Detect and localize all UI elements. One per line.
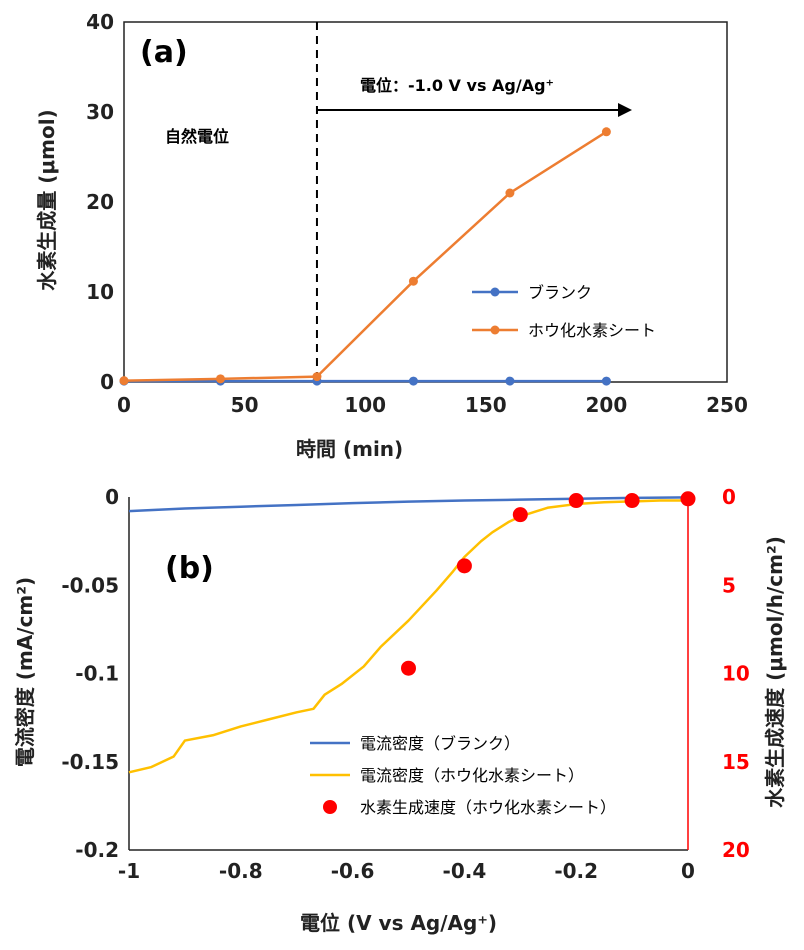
a-data-point [408,376,418,386]
panel-a-region2-label: 電位：-1.0 V vs Ag/Ag⁺ [360,76,554,95]
b-x-tick-label: 0 [681,859,695,883]
panel-a-legend: ブランク ホウ化水素シート [472,283,656,340]
legend-blank-marker [490,287,500,297]
b-x-tick-label: -1 [118,859,140,883]
b-series-line-1 [128,499,688,774]
legend-item-rate: 水素生成速度（ホウ化水素シート） [323,798,616,817]
legend-current-blank-label: 電流密度（ブランク） [360,734,520,753]
panel-b-x-axis-title: 電位 (V vs Ag/Ag⁺) [300,911,497,935]
legend-rate-marker [323,800,337,814]
a-y-tick-label: 0 [100,370,114,394]
a-data-point [408,276,418,286]
panel-b-label: (b) [165,551,214,586]
a-y-tick-label: 20 [86,190,114,214]
a-x-tick-label: 100 [344,393,386,417]
panel-a-arrow-head [618,103,632,117]
a-x-tick-label: 150 [465,393,507,417]
panel-b-series [128,491,696,774]
a-data-point [505,188,515,198]
panel-a-chart: 0 10 20 30 40 0 50 100 150 200 250 (a) 自然電位 電位：-1… [35,10,748,461]
panel-b-right-axis-title: 水素生成速度 (μmol/h/cm²) [763,536,787,808]
b-x-tick-label: -0.6 [331,859,375,883]
legend-item-current-blank: 電流密度（ブランク） [310,734,520,753]
b-y-tick-label: -0.1 [75,662,119,686]
a-y-tick-label: 10 [86,280,114,304]
panel-a-x-axis-title: 時間 (min) [296,437,403,461]
b-y-tick-label: -0.05 [61,573,119,597]
panel-b-legend: 電流密度（ブランク） 電流密度（ホウ化水素シート） 水素生成速度（ホウ化水素シー… [310,734,616,817]
a-data-point [119,376,129,386]
b-series-line-0 [128,496,689,513]
legend-boride-label: ホウ化水素シート [528,321,656,340]
b-y2-tick-label: 5 [722,573,736,597]
a-data-point [505,376,515,386]
legend-item-blank: ブランク [472,283,592,302]
legend-item-boride: ホウ化水素シート [472,321,656,340]
panel-b-left-ticks: 0 -0.05 -0.1 -0.15 -0.2 [61,485,119,862]
legend-blank-label: ブランク [528,283,592,302]
panel-a-region1-label: 自然電位 [165,127,229,146]
a-x-tick-label: 50 [231,393,259,417]
panel-b-right-ticks: 0 5 10 15 20 [722,485,750,862]
panel-a-x-ticks: 0 50 100 150 200 250 [117,393,748,417]
a-x-tick-label: 200 [586,393,628,417]
panel-a-label: (a) [140,35,188,70]
b-y2-tick-label: 15 [722,750,750,774]
b-rate-point [568,493,584,509]
a-data-point [312,372,322,382]
a-y-tick-label: 40 [86,10,114,34]
panel-a-arrow [316,103,632,117]
b-x-tick-label: -0.8 [219,859,263,883]
a-x-tick-label: 250 [706,393,748,417]
b-rate-point [680,491,696,507]
legend-current-boride-label: 電流密度（ホウ化水素シート） [360,766,584,785]
b-y-tick-label: 0 [105,485,119,509]
panel-a-series [119,127,611,386]
panel-b-x-ticks: -1 -0.8 -0.6 -0.4 -0.2 0 [118,859,695,883]
b-y-tick-label: -0.2 [75,838,119,862]
b-x-tick-label: -0.4 [443,859,487,883]
b-rate-point [624,493,640,509]
b-y2-tick-label: 10 [722,662,750,686]
panel-a-y-axis-title: 水素生成量 (μmol) [35,109,59,290]
b-x-tick-label: -0.2 [554,859,598,883]
panel-a-y-ticks: 0 10 20 30 40 [86,10,114,394]
b-y2-tick-label: 20 [722,838,750,862]
a-series-line-1 [123,130,608,382]
legend-item-current-boride: 電流密度（ホウ化水素シート） [310,766,584,785]
panel-b-left-axis-title: 電流密度 (mA/cm²) [13,577,37,767]
b-y-tick-label: -0.15 [61,750,119,774]
a-data-point [601,376,611,386]
a-x-tick-label: 0 [117,393,131,417]
legend-rate-label: 水素生成速度（ホウ化水素シート） [360,798,616,817]
legend-boride-marker [490,325,500,335]
b-rate-point [401,660,416,676]
b-rate-point [456,558,472,574]
a-data-point [215,374,225,384]
a-data-point [601,127,611,137]
a-y-tick-label: 30 [86,100,114,124]
b-y2-tick-label: 0 [722,485,736,509]
b-rate-point [512,507,528,523]
